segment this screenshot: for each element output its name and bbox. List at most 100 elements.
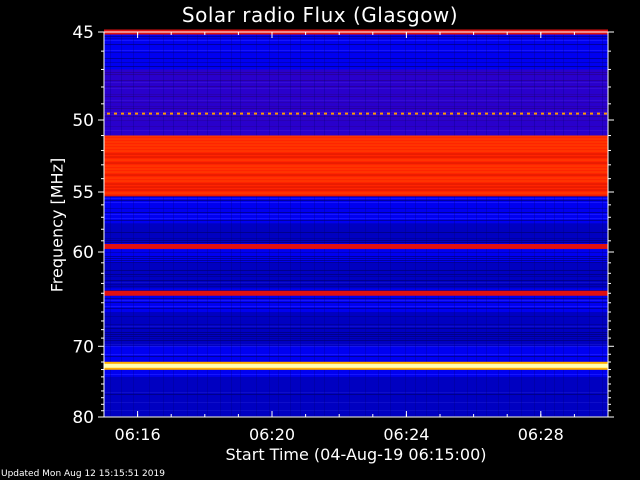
dotted-band-mark — [366, 112, 369, 115]
time-streak — [278, 32, 279, 417]
time-streak — [163, 32, 164, 417]
y-tick-label: 55 — [72, 183, 94, 203]
time-streak — [577, 32, 578, 417]
dotted-band-mark — [233, 112, 236, 115]
y-tick-label: 45 — [72, 23, 94, 43]
band-texture — [104, 186, 608, 188]
dotted-band-mark — [422, 112, 425, 115]
texture-row — [104, 286, 608, 287]
dotted-band-mark — [275, 112, 278, 115]
band-texture — [104, 150, 608, 152]
dotted-band-mark — [219, 112, 222, 115]
dotted-band-mark — [471, 112, 474, 115]
time-streak — [438, 32, 439, 417]
time-streak — [509, 32, 510, 417]
time-streak — [534, 32, 535, 417]
time-streak — [554, 32, 555, 417]
dotted-band-mark — [296, 112, 299, 115]
texture-row — [104, 308, 608, 309]
texture-row — [104, 344, 608, 345]
texture-row — [104, 346, 608, 347]
band-texture — [104, 192, 608, 194]
band-texture — [104, 195, 608, 197]
x-tick-label: 06:20 — [249, 425, 295, 444]
texture-row — [104, 202, 608, 203]
dotted-band-mark — [142, 112, 145, 115]
texture-row — [104, 316, 608, 317]
texture-row — [104, 50, 608, 51]
texture-row — [104, 88, 608, 89]
dotted-band-mark — [604, 112, 607, 115]
dotted-band-mark — [317, 112, 320, 115]
dotted-band-mark — [149, 112, 152, 115]
time-streak — [563, 32, 564, 417]
band-texture — [104, 171, 608, 173]
texture-row — [104, 200, 608, 201]
dotted-band-mark — [436, 112, 439, 115]
texture-row — [104, 66, 608, 67]
dotted-band-mark — [352, 112, 355, 115]
dotted-band-mark — [401, 112, 404, 115]
texture-row — [104, 112, 608, 113]
texture-row — [104, 238, 608, 239]
texture-row — [104, 40, 608, 41]
dark-region — [104, 376, 608, 417]
time-streak — [207, 32, 208, 417]
band-texture — [104, 144, 608, 146]
emission-line — [104, 243, 608, 249]
emission-line — [104, 290, 608, 296]
y-tick-label: 70 — [72, 337, 94, 357]
dotted-band-mark — [415, 112, 418, 115]
dark-region — [104, 223, 608, 244]
x-tick-label: 06:24 — [383, 425, 429, 444]
dotted-band-mark — [478, 112, 481, 115]
texture-row — [104, 106, 608, 107]
dotted-band-mark — [548, 112, 551, 115]
texture-row — [104, 262, 608, 263]
dotted-band-mark — [373, 112, 376, 115]
time-streak — [498, 32, 499, 417]
texture-row — [104, 100, 608, 101]
band-texture — [104, 135, 608, 137]
dotted-band-mark — [331, 112, 334, 115]
dotted-band-mark — [513, 112, 516, 115]
band-texture — [104, 189, 608, 191]
texture-row — [104, 36, 608, 37]
texture-row — [104, 284, 608, 285]
texture-row — [104, 328, 608, 329]
texture-row — [104, 336, 608, 337]
dotted-band-mark — [310, 112, 313, 115]
texture-row — [104, 392, 608, 393]
dotted-band-mark — [121, 112, 124, 115]
dotted-band-mark — [303, 112, 306, 115]
texture-row — [104, 220, 608, 221]
dotted-band-mark — [163, 112, 166, 115]
dotted-band-mark — [128, 112, 131, 115]
texture-row — [104, 96, 608, 97]
dotted-band-mark — [359, 112, 362, 115]
time-streak — [349, 32, 350, 417]
band-texture — [104, 156, 608, 158]
texture-row — [104, 256, 608, 257]
dotted-band-mark — [135, 112, 138, 115]
y-tick-label: 50 — [72, 111, 94, 131]
x-axis-label: Start Time (04-Aug-19 06:15:00) — [225, 445, 487, 464]
texture-row — [104, 80, 608, 81]
y-axis-label: Frequency [MHz] — [47, 157, 67, 293]
dotted-band-mark — [506, 112, 509, 115]
dotted-band-mark — [541, 112, 544, 115]
texture-row — [104, 116, 608, 117]
texture-row — [104, 94, 608, 95]
texture-row — [104, 72, 608, 73]
dotted-band-mark — [485, 112, 488, 115]
band-texture — [104, 168, 608, 170]
band-texture — [104, 177, 608, 179]
x-tick-label: 06:16 — [115, 425, 161, 444]
time-streak — [187, 32, 188, 417]
time-streak — [390, 32, 391, 417]
texture-row — [104, 260, 608, 261]
time-streak — [545, 32, 546, 417]
dotted-band-mark — [380, 112, 383, 115]
texture-row — [104, 120, 608, 121]
dotted-band-mark — [177, 112, 180, 115]
